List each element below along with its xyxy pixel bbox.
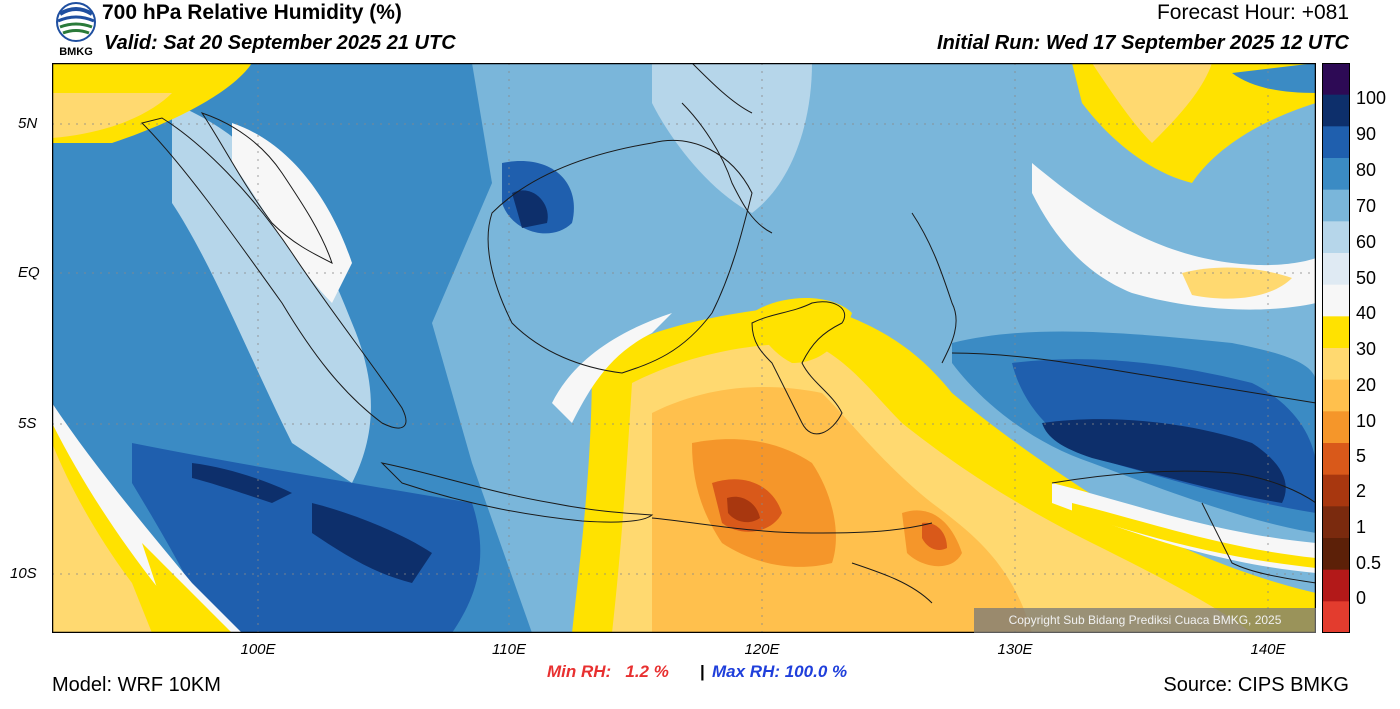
colorbar-segment	[1322, 538, 1350, 571]
colorbar-label-10: 10	[1356, 411, 1377, 431]
copyright-notice: Copyright Sub Bidang Prediksi Cuaca BMKG…	[974, 608, 1316, 633]
bmkg-logo	[52, 0, 100, 60]
colorbar-segment	[1322, 221, 1350, 254]
colorbar-label-2: 2	[1356, 481, 1367, 501]
colorbar-label-60: 60	[1356, 232, 1377, 252]
forecast-hour: Forecast Hour: +081	[1156, 1, 1349, 24]
lat-label-5n: 5N	[18, 115, 38, 132]
colorbar-segment	[1322, 443, 1350, 476]
colorbar-label-1: 1	[1356, 517, 1367, 537]
colorbar-segment	[1322, 569, 1350, 602]
colorbar-frame	[1322, 63, 1350, 633]
colorbar-label-70: 70	[1356, 196, 1377, 216]
map-title: 700 hPa Relative Humidity (%)	[102, 1, 402, 24]
colorbar	[1322, 63, 1350, 634]
lon-label-130e: 130E	[997, 641, 1033, 658]
colorbar-segment	[1322, 126, 1350, 159]
colorbar-label-30: 30	[1356, 339, 1377, 359]
colorbar-segment	[1322, 348, 1350, 381]
lat-label-10s: 10S	[10, 565, 37, 582]
colorbar-segment	[1322, 63, 1350, 96]
lat-label-5s: 5S	[18, 415, 37, 432]
lon-label-120e: 120E	[744, 641, 780, 658]
colorbar-segment	[1322, 284, 1350, 317]
lon-label-100e: 100E	[240, 641, 276, 658]
data-source: Source: CIPS BMKG	[1163, 674, 1349, 696]
lat-label-eq: EQ	[18, 264, 40, 281]
colorbar-segment	[1322, 158, 1350, 191]
colorbar-label-100: 100	[1356, 88, 1387, 108]
colorbar-segment	[1322, 189, 1350, 222]
colorbar-label-80: 80	[1356, 160, 1377, 180]
logo-text: BMKG	[59, 46, 93, 58]
lon-label-110e: 110E	[492, 641, 526, 658]
max-rh: Max RH: 100.0 %	[712, 662, 848, 681]
lon-label-140e: 140E	[1250, 641, 1286, 658]
colorbar-label-50: 50	[1356, 268, 1377, 288]
humidity-map	[52, 63, 1316, 633]
colorbar-label-90: 90	[1356, 124, 1377, 144]
min-rh: Min RH: 1.2 %	[547, 662, 669, 681]
rh-separator: |	[700, 662, 705, 681]
model-name: Model: WRF 10KM	[52, 674, 221, 696]
colorbar-segment	[1322, 253, 1350, 286]
colorbar-segment	[1322, 316, 1350, 349]
colorbar-segment	[1322, 94, 1350, 127]
colorbar-label-5: 5	[1356, 446, 1367, 466]
colorbar-label-40: 40	[1356, 303, 1377, 323]
colorbar-segment	[1322, 506, 1350, 539]
colorbar-segment	[1322, 379, 1350, 412]
colorbar-label-0: 0	[1356, 588, 1367, 608]
initial-run: Initial Run: Wed 17 September 2025 12 UT…	[937, 32, 1349, 54]
colorbar-label-0-5: 0.5	[1356, 553, 1382, 573]
colorbar-label-20: 20	[1356, 375, 1377, 395]
valid-time: Valid: Sat 20 September 2025 21 UTC	[104, 32, 456, 54]
colorbar-segment	[1322, 411, 1350, 444]
colorbar-segment	[1322, 601, 1350, 634]
colorbar-segment	[1322, 474, 1350, 507]
